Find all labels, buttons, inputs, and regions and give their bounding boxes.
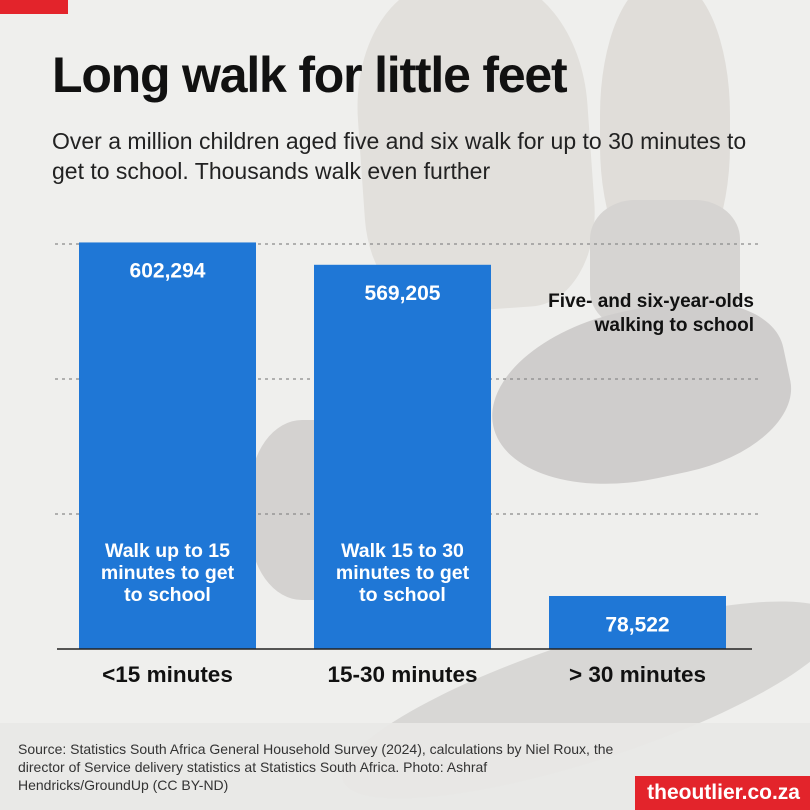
bar-3 — [549, 595, 726, 649]
bar-1 — [79, 242, 256, 650]
bar-2 — [314, 264, 491, 649]
source-note: Source: Statistics South Africa General … — [18, 741, 614, 793]
bar-annotation-2-1: Walk 15 to 30 — [341, 540, 464, 562]
bar-annotation-1-3: to school — [124, 584, 211, 606]
bar-annotation-2-2: minutes to get — [336, 562, 470, 584]
category-label-3: > 30 minutes — [569, 662, 706, 687]
accent-bar — [0, 0, 68, 14]
value-label-2: 569,205 — [365, 282, 441, 305]
bar-annotation-2-3: to school — [359, 584, 446, 606]
category-label-2: 15-30 minutes — [327, 662, 477, 687]
legend-text-1: Five- and six-year-olds — [548, 291, 754, 312]
value-label-3: 78,522 — [605, 613, 669, 636]
legend-text-2: walking to school — [594, 315, 754, 336]
brand-logo[interactable]: theoutlier.co.za — [635, 776, 810, 810]
bar-annotation-1-2: minutes to get — [101, 562, 235, 584]
chart-title: Long walk for little feet — [52, 47, 568, 103]
value-label-1: 602,294 — [130, 259, 206, 282]
category-label-1: <15 minutes — [102, 662, 233, 687]
bar-annotation-1-1: Walk up to 15 — [105, 540, 230, 562]
chart-subtitle: Over a million children aged five and si… — [52, 128, 747, 184]
